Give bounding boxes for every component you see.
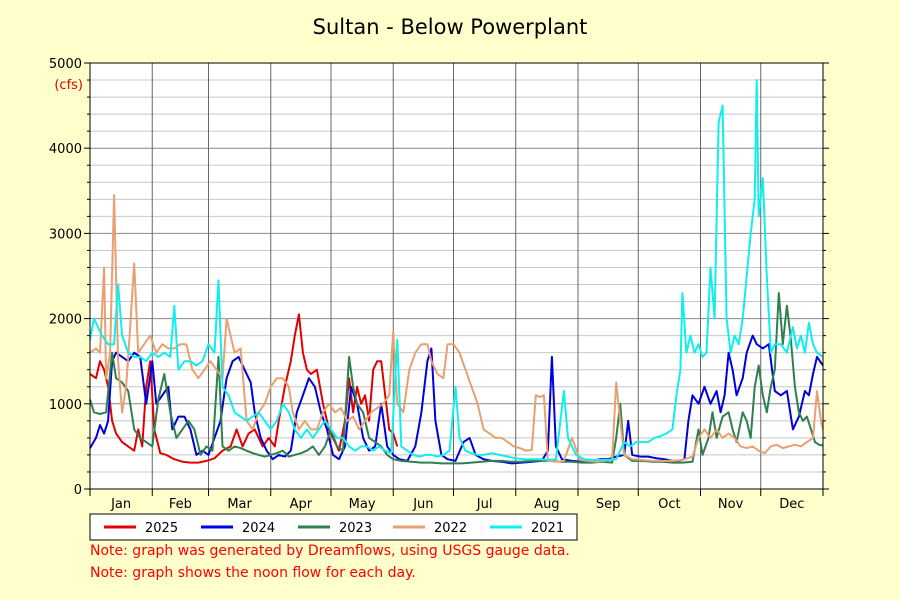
x-tick-label-oct: Oct — [658, 497, 680, 512]
x-tick-label-nov: Nov — [718, 497, 744, 512]
x-tick-label-jan: Jan — [110, 497, 131, 512]
axes: 0 1000 2000 3000 4000 5000 Jan Feb Mar Apr May Jun J… — [49, 57, 829, 512]
series-line-2023 — [89, 292, 824, 465]
x-tick-label-jul: Jul — [476, 497, 493, 512]
x-tick-label-aug: Aug — [534, 497, 559, 512]
series-line-2024 — [89, 334, 824, 465]
note-source: Note: graph was generated by Dreamflows,… — [90, 543, 570, 559]
y-tick-label: 0 — [74, 483, 82, 498]
y-tick-label: 4000 — [49, 142, 82, 157]
y-tick-label: 5000 — [49, 57, 82, 72]
x-tick-label-jun: Jun — [412, 497, 433, 512]
series-line-2022 — [89, 194, 824, 463]
x-tick-label-sep: Sep — [596, 497, 621, 512]
legend-label-2025: 2025 — [145, 521, 178, 536]
legend-label-2022: 2022 — [434, 521, 467, 536]
x-tick-label-feb: Feb — [169, 497, 192, 512]
plot-background — [90, 63, 823, 489]
plot-area — [90, 63, 823, 489]
legend-label-2021: 2021 — [531, 521, 564, 536]
legend-box — [89, 513, 578, 541]
legend: 2025 2024 2023 2022 2021 — [89, 513, 578, 541]
note-noon-flow: Note: graph shows the noon flow for each… — [90, 565, 416, 581]
plot-frame — [89, 62, 824, 490]
series-line-2025 — [89, 313, 399, 464]
y-tick-label: 2000 — [49, 313, 82, 328]
y-tick-label: 3000 — [49, 227, 82, 242]
x-tick-label-may: May — [349, 497, 376, 512]
x-tick-label-mar: Mar — [227, 497, 252, 512]
legend-label-2024: 2024 — [242, 521, 275, 536]
series-lines — [89, 79, 824, 465]
y-axis-unit-label: (cfs) — [54, 78, 83, 93]
legend-label-2023: 2023 — [339, 521, 372, 536]
x-tick-label-dec: Dec — [779, 497, 804, 512]
series-line-2021 — [89, 79, 824, 461]
y-tick-label: 1000 — [49, 398, 82, 413]
chart-title: Sultan - Below Powerplant — [313, 15, 588, 39]
x-tick-label-apr: Apr — [290, 497, 313, 512]
